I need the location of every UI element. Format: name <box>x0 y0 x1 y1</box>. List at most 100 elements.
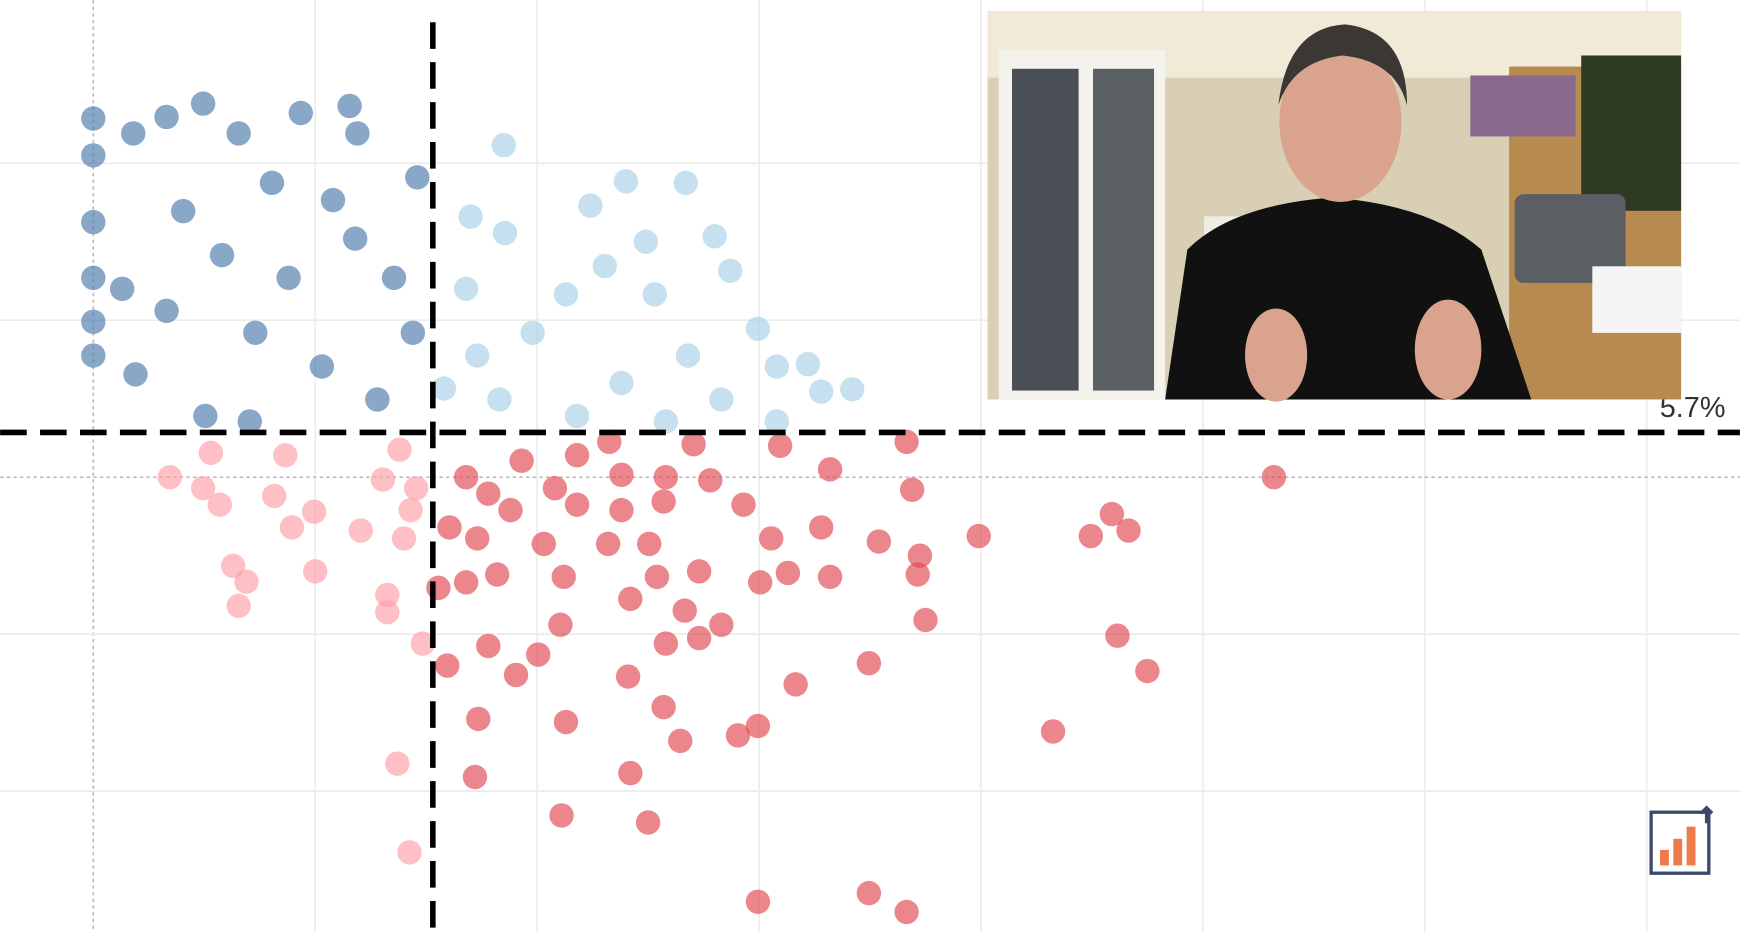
point <box>465 526 490 551</box>
point <box>261 483 287 509</box>
point <box>767 433 793 458</box>
point <box>397 840 422 865</box>
point <box>1116 518 1141 543</box>
point <box>609 370 634 396</box>
point <box>553 709 579 735</box>
point <box>123 362 148 387</box>
point <box>651 694 676 720</box>
point <box>193 403 218 429</box>
point <box>81 343 106 368</box>
point <box>609 497 634 523</box>
point <box>303 559 328 584</box>
point <box>613 169 639 194</box>
point <box>476 481 501 506</box>
point <box>907 543 933 568</box>
point <box>578 193 603 218</box>
point <box>81 209 106 235</box>
point <box>398 497 423 523</box>
logo-arrow <box>1699 805 1714 824</box>
point <box>503 662 529 688</box>
point <box>709 387 734 412</box>
point <box>1135 658 1160 684</box>
point <box>899 477 925 502</box>
point <box>913 607 938 633</box>
point <box>764 409 790 434</box>
point <box>154 104 179 130</box>
point <box>207 492 233 517</box>
logo-bar <box>1660 849 1669 866</box>
person-hand <box>1245 308 1308 402</box>
point <box>509 448 534 473</box>
point <box>410 631 436 656</box>
points <box>81 91 1287 925</box>
point <box>81 106 106 131</box>
point <box>381 265 407 291</box>
point <box>725 723 751 748</box>
point <box>731 492 756 517</box>
point <box>157 464 183 490</box>
point <box>548 612 573 637</box>
point <box>653 464 679 490</box>
logo-bar <box>1673 838 1683 866</box>
person-hair <box>1278 24 1408 106</box>
point <box>905 562 930 587</box>
point <box>759 526 784 551</box>
point <box>1105 623 1130 648</box>
point <box>109 276 135 302</box>
point <box>209 242 235 268</box>
point <box>453 276 479 302</box>
point <box>686 559 712 584</box>
point <box>618 586 643 612</box>
point <box>431 376 457 401</box>
point <box>1040 719 1066 744</box>
point <box>686 625 712 651</box>
person-head <box>1279 42 1402 202</box>
point <box>243 320 268 345</box>
point <box>526 642 551 667</box>
video-inset <box>987 11 1682 402</box>
point <box>226 121 251 146</box>
point <box>549 803 574 828</box>
point <box>894 429 919 455</box>
desk <box>1592 266 1682 333</box>
point <box>636 531 662 557</box>
point <box>484 562 510 587</box>
point <box>745 713 771 739</box>
point <box>400 320 426 345</box>
point <box>226 593 251 619</box>
point <box>391 526 417 551</box>
point <box>81 143 106 168</box>
sofa <box>1514 194 1626 283</box>
door-glass <box>1093 68 1155 391</box>
point <box>403 475 429 501</box>
point <box>337 93 362 119</box>
point <box>279 515 305 540</box>
point <box>856 880 882 906</box>
point <box>491 132 517 158</box>
point <box>465 343 490 368</box>
point <box>370 467 396 492</box>
point <box>276 265 301 291</box>
point <box>198 440 224 466</box>
point <box>564 403 590 429</box>
point <box>190 475 216 501</box>
point <box>435 653 460 678</box>
point <box>717 258 743 283</box>
reference-lines <box>0 22 1740 933</box>
point <box>764 354 790 379</box>
point <box>1078 523 1104 549</box>
point <box>817 564 843 590</box>
point <box>1261 464 1287 490</box>
logo <box>1649 805 1714 875</box>
point <box>673 170 699 196</box>
point <box>745 316 771 342</box>
point <box>348 518 373 543</box>
point <box>542 475 568 501</box>
point <box>531 531 556 557</box>
point <box>476 633 501 659</box>
point <box>487 387 512 412</box>
door-glass <box>1012 68 1079 391</box>
point <box>698 468 723 493</box>
